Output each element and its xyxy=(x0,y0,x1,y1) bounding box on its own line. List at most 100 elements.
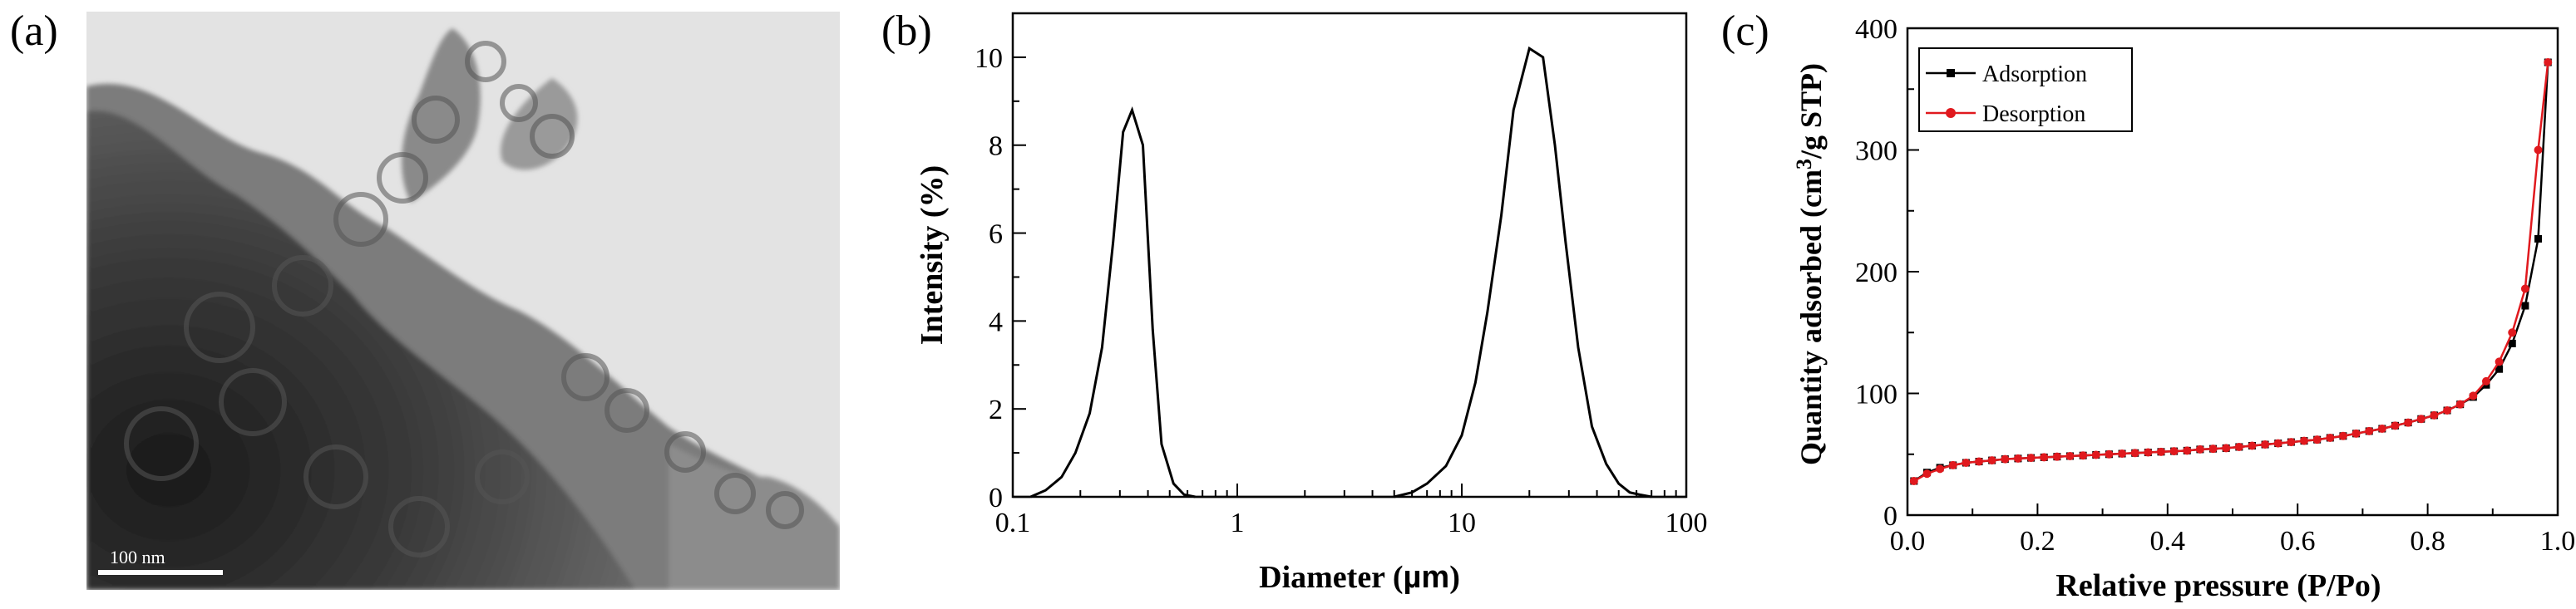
desorption-point xyxy=(1948,460,1957,469)
adsorption-point xyxy=(2495,365,2504,373)
panel-c-y-axis-label: Quantity adsorbed (cm3/g STP) xyxy=(1792,63,1828,465)
desorption-point xyxy=(2391,421,2400,430)
desorption-point xyxy=(2079,451,2088,460)
desorption-point xyxy=(2013,454,2022,463)
panel-b-label: (b) xyxy=(881,7,932,55)
desorption-point xyxy=(2144,448,2153,457)
distribution-peak-2 xyxy=(1394,46,1652,498)
particle-cluster xyxy=(86,28,840,590)
desorption-point xyxy=(2234,442,2243,451)
x-tick-label: 1.0 xyxy=(2540,526,2576,557)
panel-c-x-axis-label: Relative pressure (P/Po) xyxy=(2055,568,2381,603)
desorption-point xyxy=(2365,426,2374,435)
desorption-point xyxy=(2195,444,2204,454)
desorption-point xyxy=(2443,406,2452,415)
x-tick-label: 0.0 xyxy=(1890,526,1926,557)
desorption-point xyxy=(1987,456,1996,465)
desorption-point xyxy=(2416,415,2425,424)
desorption-point xyxy=(2312,435,2322,444)
desorption-point xyxy=(2273,439,2282,448)
desorption-point xyxy=(2430,410,2439,420)
legend-desorption-marker xyxy=(1946,108,1956,118)
adsorption-point xyxy=(2508,339,2516,347)
desorption-point xyxy=(2544,58,2553,67)
x-tick-label: 0.2 xyxy=(2020,526,2055,557)
desorption-point xyxy=(2248,441,2257,450)
desorption-point xyxy=(2261,440,2270,449)
x-tick-label: 0.8 xyxy=(2410,526,2445,557)
desorption-point xyxy=(2455,400,2465,409)
y-tick-label: 6 xyxy=(989,219,1003,250)
desorption-point xyxy=(2326,433,2335,442)
x-tick-label: 0.1 xyxy=(995,508,1031,538)
desorption-point xyxy=(2001,454,2010,464)
legend-box xyxy=(1918,47,2133,132)
desorption-point xyxy=(2508,328,2517,337)
y-tick-label: 10 xyxy=(975,43,1003,74)
panel-c-tick-labels: 0.0 0.2 0.4 0.6 0.8 1.0 0 100 200 300 400 xyxy=(1855,14,2575,557)
panel-b-series xyxy=(1013,46,1686,498)
y-tick-label: 400 xyxy=(1855,14,1897,45)
desorption-point xyxy=(1909,476,1918,485)
desorption-point xyxy=(2300,436,2309,445)
panel-b-tick-labels: 0.1 1 10 100 0 2 4 6 8 10 xyxy=(975,43,1708,538)
panel-c-series xyxy=(1909,58,2553,485)
desorption-point xyxy=(2091,450,2100,459)
y-tick-label: 4 xyxy=(989,307,1003,337)
y-tick-label: 300 xyxy=(1855,136,1897,167)
desorption-point xyxy=(2118,449,2127,459)
y-tick-label: 100 xyxy=(1855,380,1897,410)
x-tick-label: 0.6 xyxy=(2280,526,2316,557)
legend-desorption-label: Desorption xyxy=(1982,101,2085,127)
desorption-point xyxy=(2534,145,2543,155)
panel-c-label: (c) xyxy=(1721,7,1769,55)
desorption-point xyxy=(1922,469,1932,479)
desorption-point xyxy=(2404,418,2413,427)
y-tick-label: 8 xyxy=(989,131,1003,162)
adsorption-point xyxy=(2534,234,2543,243)
panel-a-label: (a) xyxy=(10,7,58,55)
tem-micrograph: 100 nm xyxy=(86,12,840,590)
y-tick-label: 0 xyxy=(989,483,1003,513)
desorption-point xyxy=(2130,449,2139,458)
panel-b-y-axis-label: Intensity (%) xyxy=(915,165,950,345)
distribution-peak-1 xyxy=(1029,106,1196,498)
x-tick-label: 0.4 xyxy=(2150,526,2186,557)
desorption-point xyxy=(2377,424,2386,433)
x-tick-label: 10 xyxy=(1448,508,1476,538)
desorption-point xyxy=(2481,376,2490,386)
desorption-point xyxy=(2208,444,2218,454)
desorption-point xyxy=(2495,357,2504,366)
desorption-point xyxy=(2040,453,2049,462)
desorption-point xyxy=(2469,391,2478,400)
y-tick-label: 0 xyxy=(1883,501,1897,532)
desorption-point xyxy=(2520,284,2529,293)
desorption-point xyxy=(2183,446,2192,455)
desorption-point xyxy=(2287,438,2296,447)
x-tick-label: 1 xyxy=(1231,508,1245,538)
desorption-point xyxy=(2351,429,2361,438)
desorption-point xyxy=(2338,431,2347,440)
desorption-point xyxy=(2052,452,2061,461)
adsorption-point xyxy=(2521,302,2529,310)
scale-bar xyxy=(98,570,223,575)
desorption-point xyxy=(2065,451,2075,460)
x-tick-label: 100 xyxy=(1666,508,1708,538)
desorption-point xyxy=(2026,454,2036,463)
desorption-point xyxy=(2222,444,2231,453)
legend: Adsorption Desorption xyxy=(1918,47,2133,132)
scale-bar-label: 100 nm xyxy=(110,547,165,567)
desorption-point xyxy=(1962,459,1971,468)
desorption-point xyxy=(1975,457,1984,466)
desorption-point xyxy=(2105,449,2114,459)
y-tick-label: 200 xyxy=(1855,258,1897,288)
panel-b-x-axis-label: Diameter (µm) xyxy=(1259,560,1460,595)
legend-adsorption-label: Adsorption xyxy=(1982,61,2087,87)
desorption-point xyxy=(1936,464,1945,474)
legend-adsorption-marker xyxy=(1947,69,1955,77)
desorption-point xyxy=(2156,447,2165,456)
particle-outlines xyxy=(124,41,804,557)
desorption-point xyxy=(2169,447,2179,456)
